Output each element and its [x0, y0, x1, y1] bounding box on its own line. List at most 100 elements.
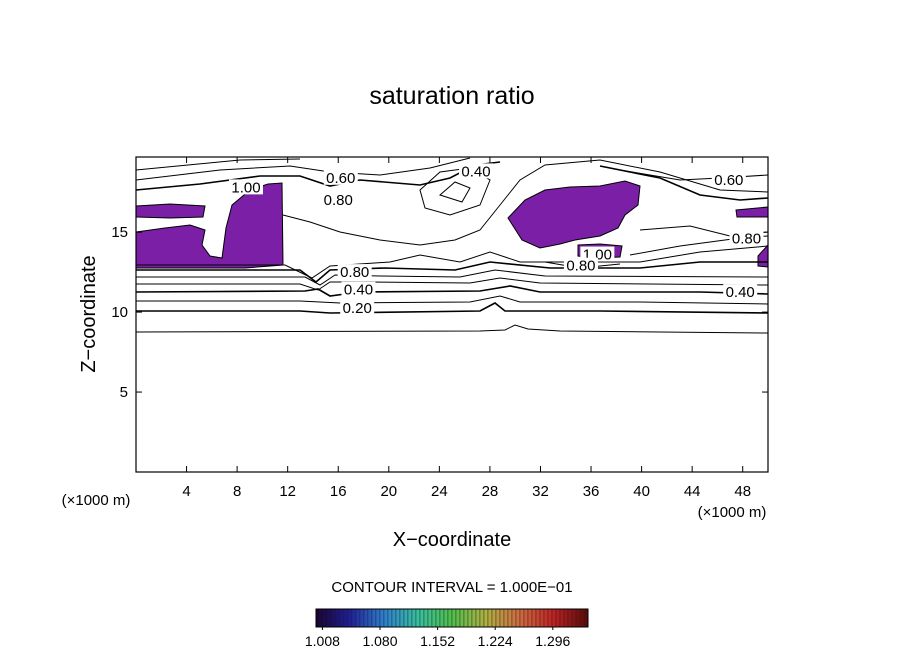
colorbar-cell [507, 608, 513, 628]
colorbar-frame [315, 608, 589, 628]
colorbar-cell [383, 608, 389, 628]
colorbar-cell [511, 608, 517, 628]
contour-label: 1.00 [231, 179, 260, 196]
colorbar-cell [403, 608, 409, 628]
contour-label: 0.20 [343, 300, 372, 317]
x-tick-label: 24 [431, 483, 448, 500]
contour-label-bg [563, 257, 598, 273]
x-tick-label: 48 [734, 483, 751, 500]
colorbar-cell [419, 608, 425, 628]
y-unit-label: (×1000 m) [62, 492, 131, 509]
colorbar-cell [443, 608, 449, 628]
colorbar-cell [527, 608, 533, 628]
colorbar-cell [387, 608, 393, 628]
colorbar-cell [347, 608, 353, 628]
contour-interval-label: CONTOUR INTERVAL = 1.000E−01 [331, 579, 572, 596]
colorbar-cell [535, 608, 541, 628]
colorbar-cell [423, 608, 429, 628]
chart-title: saturation ratio [369, 82, 534, 110]
colorbar-cell [431, 608, 437, 628]
colorbar-tick-label: 1.008 [305, 633, 340, 649]
contour-label: 0.40 [461, 163, 490, 180]
x-tick-label: 36 [583, 483, 600, 500]
saturated-region [507, 180, 641, 249]
colorbar-cell [351, 608, 357, 628]
x-tick-label: 44 [684, 483, 701, 500]
x-tick-label: 4 [182, 483, 190, 500]
y-tick-label: 10 [111, 304, 128, 321]
colorbar-cell [359, 608, 365, 628]
colorbar-cell [363, 608, 369, 628]
colorbar-cell [583, 608, 589, 628]
colorbar-cell [335, 608, 341, 628]
colorbar-cell [475, 608, 481, 628]
plot-decoration [135, 156, 769, 473]
colorbar-cell [563, 608, 569, 628]
contour-label: 0.80 [324, 192, 353, 209]
colorbar-cell [355, 608, 361, 628]
contour-label-bg [711, 172, 746, 188]
colorbar-cell [407, 608, 413, 628]
y-tick-label: 5 [120, 384, 128, 401]
x-tick-label: 16 [330, 483, 347, 500]
colorbar-cell [579, 608, 585, 628]
colorbar-cell [455, 608, 461, 628]
colorbar-cell [343, 608, 349, 628]
colorbar-cell [327, 608, 333, 628]
colorbar-cell [531, 608, 537, 628]
colorbar-cell [459, 608, 465, 628]
colorbar-cell [323, 608, 329, 628]
contour-field [136, 157, 768, 334]
colorbar-cell [519, 608, 525, 628]
colorbar-cell [375, 608, 381, 628]
colorbar-cell [391, 608, 397, 628]
contour-label-bg [323, 169, 358, 185]
colorbar-tick-label: 1.080 [362, 633, 397, 649]
colorbar-cell [487, 608, 493, 628]
contour-label: 0.40 [726, 284, 755, 301]
colorbar-cell [515, 608, 521, 628]
contour-label: 0.60 [326, 170, 355, 187]
colorbar-cell [551, 608, 557, 628]
x-tick-label: 20 [380, 483, 397, 500]
colorbar-cell [399, 608, 405, 628]
colorbar-cell [571, 608, 577, 628]
colorbar-cell [543, 608, 549, 628]
plot-frame [135, 156, 769, 473]
colorbar-tick-label: 1.296 [535, 633, 570, 649]
colorbar-cell [451, 608, 457, 628]
saturated-region [136, 203, 206, 219]
colorbar-tick-label: 1.224 [478, 633, 513, 649]
contour-label: 0.80 [566, 258, 595, 275]
contour-label: 0.80 [732, 231, 761, 248]
colorbar-cell [339, 608, 345, 628]
y-tick-label: 15 [111, 224, 128, 241]
colorbar-cell [491, 608, 497, 628]
colorbar-cell [427, 608, 433, 628]
x-tick-label: 40 [633, 483, 650, 500]
colorbar-cell [367, 608, 373, 628]
colorbar-cell [331, 608, 337, 628]
colorbar-cell [467, 608, 473, 628]
colorbar-cell [547, 608, 553, 628]
colorbar-cell [483, 608, 489, 628]
colorbar-cell [463, 608, 469, 628]
x-unit-label: (×1000 m) [698, 504, 767, 521]
colorbar-cell [567, 608, 573, 628]
colorbar-cell [523, 608, 529, 628]
colorbar-cell [499, 608, 505, 628]
colorbar-cell [503, 608, 509, 628]
contour-label-bg [459, 163, 494, 179]
colorbar-cell [395, 608, 401, 628]
x-tick-label: 12 [279, 483, 296, 500]
saturated-region [136, 182, 284, 269]
colorbar-cell [479, 608, 485, 628]
contour-label-bg [321, 192, 356, 208]
y-axis-label: Z−coordinate [78, 255, 100, 372]
contour-label: 0.80 [340, 264, 369, 281]
colorbar-cell [555, 608, 561, 628]
x-tick-label: 32 [532, 483, 549, 500]
colorbar-cell [411, 608, 417, 628]
contour-label-bg [228, 179, 263, 195]
